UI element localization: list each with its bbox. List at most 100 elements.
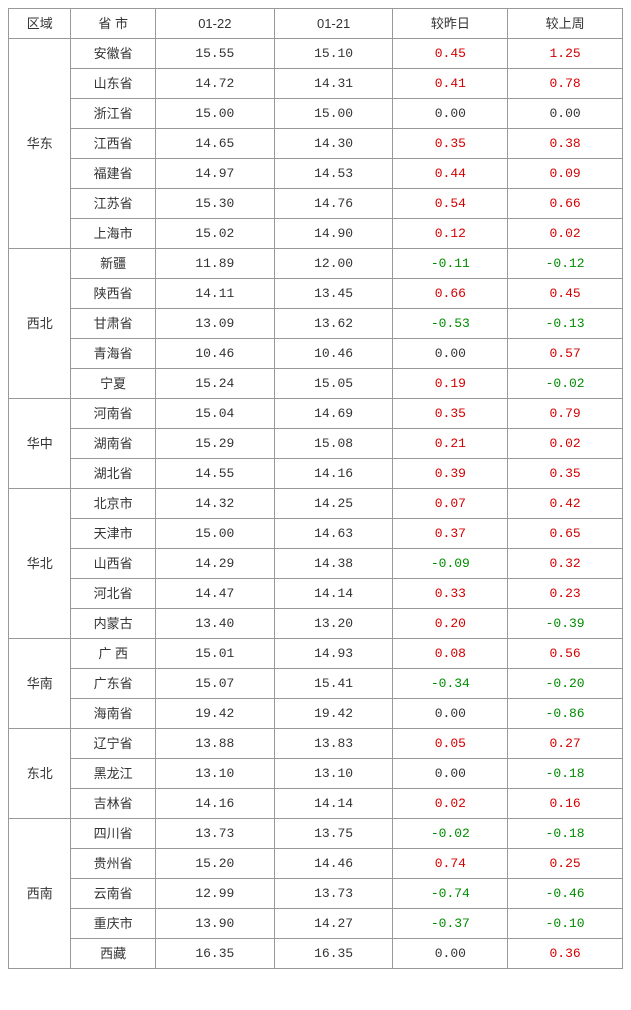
province-cell: 内蒙古 (71, 609, 156, 639)
delta-vs-week: 0.00 (508, 99, 623, 129)
value-date2: 13.10 (274, 759, 393, 789)
table-row: 湖北省14.5514.160.390.35 (9, 459, 623, 489)
table-row: 江苏省15.3014.760.540.66 (9, 189, 623, 219)
value-date1: 19.42 (155, 699, 274, 729)
table-row: 福建省14.9714.530.440.09 (9, 159, 623, 189)
region-cell: 华中 (9, 399, 71, 489)
col-province: 省 市 (71, 9, 156, 39)
delta-vs-week: -0.20 (508, 669, 623, 699)
province-cell: 河北省 (71, 579, 156, 609)
province-cell: 宁夏 (71, 369, 156, 399)
delta-vs-week: 0.56 (508, 639, 623, 669)
province-cell: 西藏 (71, 939, 156, 969)
value-date2: 10.46 (274, 339, 393, 369)
province-cell: 新疆 (71, 249, 156, 279)
table-row: 甘肃省13.0913.62-0.53-0.13 (9, 309, 623, 339)
value-date1: 13.40 (155, 609, 274, 639)
table-row: 湖南省15.2915.080.210.02 (9, 429, 623, 459)
delta-vs-day: -0.02 (393, 819, 508, 849)
delta-vs-day: -0.34 (393, 669, 508, 699)
delta-vs-week: 0.36 (508, 939, 623, 969)
delta-vs-week: -0.18 (508, 759, 623, 789)
value-date2: 15.10 (274, 39, 393, 69)
province-cell: 江苏省 (71, 189, 156, 219)
delta-vs-day: 0.74 (393, 849, 508, 879)
value-date2: 13.20 (274, 609, 393, 639)
value-date1: 13.09 (155, 309, 274, 339)
table-row: 山东省14.7214.310.410.78 (9, 69, 623, 99)
delta-vs-week: 0.35 (508, 459, 623, 489)
table-row: 重庆市13.9014.27-0.37-0.10 (9, 909, 623, 939)
table-row: 陕西省14.1113.450.660.45 (9, 279, 623, 309)
delta-vs-day: 0.45 (393, 39, 508, 69)
delta-vs-day: 0.66 (393, 279, 508, 309)
delta-vs-week: -0.13 (508, 309, 623, 339)
delta-vs-week: -0.39 (508, 609, 623, 639)
delta-vs-day: 0.41 (393, 69, 508, 99)
table-row: 华北北京市14.3214.250.070.42 (9, 489, 623, 519)
province-cell: 上海市 (71, 219, 156, 249)
delta-vs-day: 0.00 (393, 99, 508, 129)
delta-vs-week: 0.32 (508, 549, 623, 579)
delta-vs-week: 0.57 (508, 339, 623, 369)
value-date2: 14.27 (274, 909, 393, 939)
price-table: 区域 省 市 01-22 01-21 较昨日 较上周 华东安徽省15.5515.… (8, 8, 623, 969)
value-date1: 13.73 (155, 819, 274, 849)
region-cell: 西北 (9, 249, 71, 399)
value-date2: 14.14 (274, 789, 393, 819)
table-row: 吉林省14.1614.140.020.16 (9, 789, 623, 819)
table-row: 海南省19.4219.420.00-0.86 (9, 699, 623, 729)
delta-vs-week: 0.38 (508, 129, 623, 159)
table-row: 西藏16.3516.350.000.36 (9, 939, 623, 969)
value-date1: 14.72 (155, 69, 274, 99)
delta-vs-week: -0.46 (508, 879, 623, 909)
col-date1: 01-22 (155, 9, 274, 39)
delta-vs-week: 0.25 (508, 849, 623, 879)
value-date1: 15.00 (155, 99, 274, 129)
delta-vs-week: -0.02 (508, 369, 623, 399)
value-date2: 14.16 (274, 459, 393, 489)
table-row: 华中河南省15.0414.690.350.79 (9, 399, 623, 429)
table-row: 天津市15.0014.630.370.65 (9, 519, 623, 549)
value-date1: 15.00 (155, 519, 274, 549)
province-cell: 河南省 (71, 399, 156, 429)
value-date2: 13.45 (274, 279, 393, 309)
province-cell: 福建省 (71, 159, 156, 189)
value-date1: 14.47 (155, 579, 274, 609)
value-date1: 12.99 (155, 879, 274, 909)
value-date1: 14.11 (155, 279, 274, 309)
province-cell: 贵州省 (71, 849, 156, 879)
delta-vs-week: 0.66 (508, 189, 623, 219)
region-cell: 华东 (9, 39, 71, 249)
delta-vs-day: 0.35 (393, 399, 508, 429)
table-row: 黑龙江13.1013.100.00-0.18 (9, 759, 623, 789)
delta-vs-day: 0.37 (393, 519, 508, 549)
delta-vs-day: 0.00 (393, 759, 508, 789)
value-date2: 13.83 (274, 729, 393, 759)
table-row: 广东省15.0715.41-0.34-0.20 (9, 669, 623, 699)
delta-vs-week: -0.86 (508, 699, 623, 729)
value-date1: 15.07 (155, 669, 274, 699)
delta-vs-week: 0.79 (508, 399, 623, 429)
table-row: 河北省14.4714.140.330.23 (9, 579, 623, 609)
region-cell: 华南 (9, 639, 71, 729)
province-cell: 天津市 (71, 519, 156, 549)
value-date1: 14.65 (155, 129, 274, 159)
value-date2: 14.31 (274, 69, 393, 99)
delta-vs-week: 0.23 (508, 579, 623, 609)
delta-vs-week: 0.42 (508, 489, 623, 519)
delta-vs-day: 0.21 (393, 429, 508, 459)
table-row: 宁夏15.2415.050.19-0.02 (9, 369, 623, 399)
province-cell: 北京市 (71, 489, 156, 519)
table-row: 江西省14.6514.300.350.38 (9, 129, 623, 159)
table-row: 云南省12.9913.73-0.74-0.46 (9, 879, 623, 909)
delta-vs-week: 0.16 (508, 789, 623, 819)
province-cell: 黑龙江 (71, 759, 156, 789)
value-date1: 13.90 (155, 909, 274, 939)
value-date2: 15.05 (274, 369, 393, 399)
value-date2: 13.75 (274, 819, 393, 849)
delta-vs-day: 0.00 (393, 939, 508, 969)
delta-vs-week: -0.10 (508, 909, 623, 939)
value-date2: 14.30 (274, 129, 393, 159)
table-row: 青海省10.4610.460.000.57 (9, 339, 623, 369)
